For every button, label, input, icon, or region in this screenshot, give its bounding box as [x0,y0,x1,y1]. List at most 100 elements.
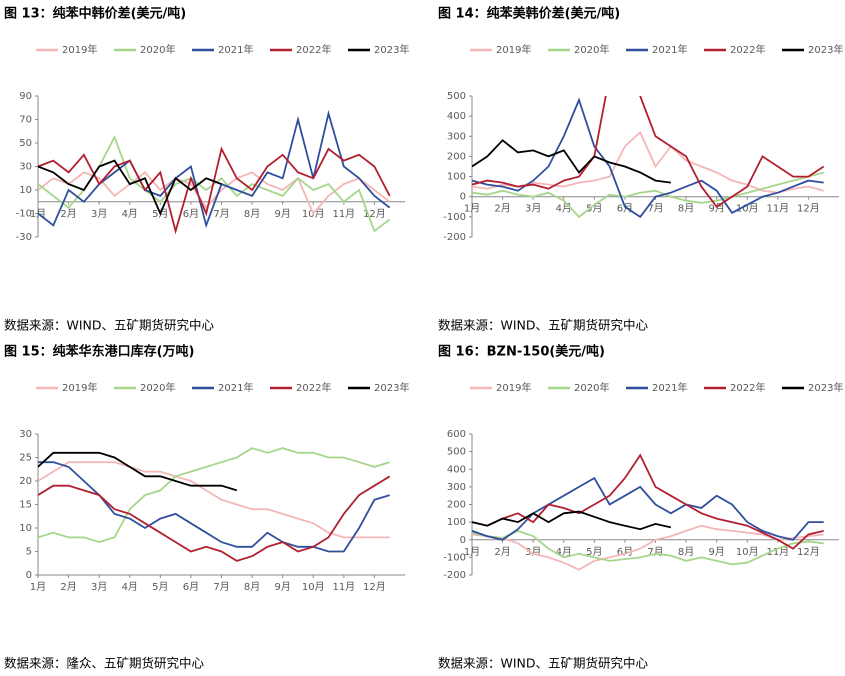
x-tick-label: 7月 [213,581,229,593]
legend-label: 2020年 [140,43,175,56]
y-tick-label: 0 [26,570,32,581]
x-tick-label: 10月 [736,203,759,215]
y-tick-label: 0 [460,192,466,203]
legend-label: 2019年 [62,43,97,56]
chart-title: 图 13：纯苯中韩价差(美元/吨) [4,6,186,22]
y-tick-label: 400 [447,111,466,122]
x-tick-label: 3月 [91,581,107,593]
chart-title: 图 16：BZN-150(美元/吨) [438,344,605,360]
legend-label: 2023年 [808,43,843,56]
legend-label: 2020年 [574,43,609,56]
y-tick-label: -100 [443,212,466,223]
source-note: 数据来源：WIND、五矿期货研究中心 [438,656,649,671]
legend-label: 2019年 [496,381,531,394]
x-tick-label: 5月 [152,581,168,593]
y-tick-label: 400 [447,464,466,475]
legend-label: 2023年 [808,381,843,394]
y-tick-label: 200 [447,151,466,162]
x-tick-label: 3月 [91,208,107,220]
series-line [38,475,391,562]
x-tick-label: 7月 [647,203,663,215]
x-tick-label: 1月 [464,546,480,558]
x-tick-label: 12月 [363,581,386,593]
x-tick-label: 11月 [332,208,355,220]
legend-label: 2020年 [140,381,175,394]
x-tick-label: 1月 [30,581,46,593]
y-tick-label: 90 [19,91,32,102]
series-line [472,96,825,209]
legend-label: 2021年 [218,43,253,56]
legend-label: 2022年 [730,43,765,56]
y-tick-label: 100 [447,517,466,528]
y-tick-label: 500 [447,447,466,458]
x-tick-label: 6月 [183,208,199,220]
series-line [38,447,390,544]
x-tick-label: 12月 [797,203,820,215]
y-tick-label: -100 [443,552,466,563]
y-tick-label: -200 [443,570,466,581]
y-tick-label: 30 [19,429,32,440]
x-tick-label: 2月 [494,546,510,558]
x-tick-label: 2月 [494,203,510,215]
x-tick-label: 10月 [302,581,325,593]
chart-title: 图 14：纯苯美韩价差(美元/吨) [438,6,620,22]
x-tick-label: 4月 [556,203,572,215]
chart-panel: 图 16：BZN-150(美元/吨) 数据来源：WIND、五矿期货研究中心 2019… [438,344,843,671]
series-line [472,524,824,571]
x-tick-label: 11月 [766,203,789,215]
y-tick-label: 10 [19,185,32,196]
series-line [38,461,390,553]
legend-label: 2023年 [374,381,409,394]
y-tick-label: -200 [443,232,466,243]
source-note: 数据来源：WIND、五矿期货研究中心 [438,318,649,333]
legend-label: 2019年 [62,381,97,394]
y-tick-label: 0 [460,535,466,546]
series-line [38,451,238,492]
source-note: 数据来源：隆众、五矿期货研究中心 [4,656,205,671]
series-line [38,461,390,539]
y-tick-label: 5 [26,547,32,558]
x-tick-label: 8月 [244,208,260,220]
x-tick-label: 12月 [797,546,820,558]
series-line [472,453,824,550]
x-tick-label: 9月 [274,208,290,220]
chart-panel: 图 14：纯苯美韩价差(美元/吨) 数据来源：WIND、五矿期货研究中心 2019年… [438,6,843,333]
x-tick-label: 11月 [766,546,789,558]
x-tick-label: 4月 [122,208,138,220]
x-tick-label: 8月 [678,203,694,215]
y-tick-label: 20 [19,476,32,487]
legend-label: 2022年 [296,43,331,56]
series-line [472,529,824,566]
y-tick-label: 300 [447,131,466,142]
y-tick-label: 15 [19,500,32,511]
x-tick-label: 7月 [213,208,229,220]
x-tick-label: 11月 [332,581,355,593]
source-note: 数据来源：WIND、五矿期货研究中心 [4,318,215,333]
y-tick-label: 100 [447,172,466,183]
legend-label: 2022年 [296,381,331,394]
legend-label: 2019年 [496,43,531,56]
legend-label: 2022年 [730,381,765,394]
y-tick-label: 70 [19,115,32,126]
x-tick-label: 1月 [464,203,480,215]
legend-label: 2021年 [218,381,253,394]
x-tick-label: 8月 [678,546,694,558]
y-tick-label: 500 [447,91,466,102]
legend-label: 2020年 [574,381,609,394]
x-tick-label: 8月 [244,581,260,593]
x-tick-label: 2月 [60,208,76,220]
series-line [472,171,824,219]
y-tick-label: 30 [19,162,32,173]
x-tick-label: 9月 [274,581,290,593]
x-tick-label: 2月 [60,581,76,593]
series-line [472,139,671,184]
y-tick-label: 300 [447,482,466,493]
y-tick-label: -10 [16,209,32,220]
x-tick-label: 9月 [708,546,724,558]
x-tick-label: 6月 [183,581,199,593]
chart-title: 图 15：纯苯华东港口库存(万吨) [4,344,195,360]
y-tick-label: 600 [447,429,466,440]
legend-label: 2023年 [374,43,409,56]
x-tick-label: 5月 [586,203,602,215]
